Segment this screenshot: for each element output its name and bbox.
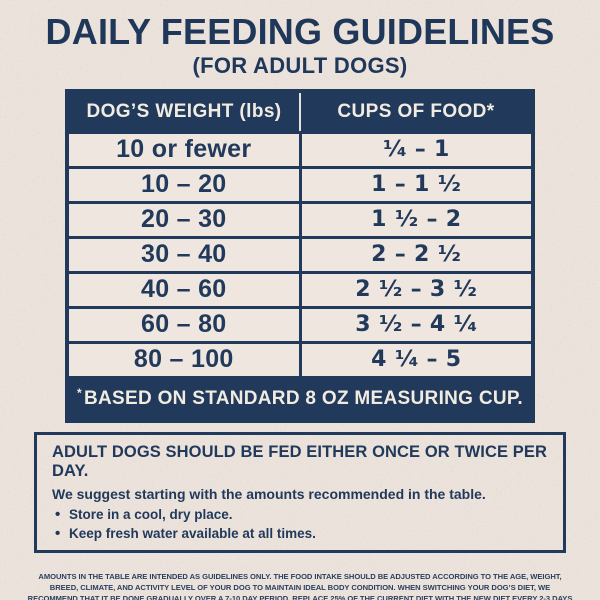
feeding-advice-box: ADULT DOGS SHOULD BE FED EITHER ONCE OR … — [34, 431, 566, 553]
weight-value: 10 or fewer — [69, 133, 302, 166]
cups-value: 1 – 1 ¹⁄₂ — [371, 172, 462, 198]
advice-subheading: We suggest starting with the amounts rec… — [52, 485, 486, 502]
cups-value: 3 ¹⁄₂ – 4 ¹⁄₄ — [355, 312, 478, 338]
weight-value: 40 – 60 — [69, 273, 302, 306]
page-subtitle: (FOR ADULT DOGS) — [192, 52, 408, 78]
feeding-guidelines-table: DOG’S WEIGHT (lbs) CUPS OF FOOD* 10 or f… — [65, 88, 535, 423]
cups-value: 1 ¹⁄₂ – 2 — [371, 207, 462, 233]
advice-bullet: Keep fresh water available at all times. — [52, 525, 548, 542]
table-row: 80 – 100 4 ¹⁄₄ – 5 — [69, 340, 531, 376]
cups-value: 2 ¹⁄₂ – 3 ¹⁄₂ — [355, 277, 478, 303]
fine-print-disclaimer: AMOUNTS IN THE TABLE ARE INTENDED AS GUI… — [27, 571, 573, 600]
panel-content: DAILY FEEDING GUIDELINES (FOR ADULT DOGS… — [0, 11, 600, 600]
weight-value: 20 – 30 — [69, 203, 302, 236]
weight-value: 60 – 80 — [69, 308, 302, 341]
cups-value: ¹⁄₄ – 1 — [382, 137, 450, 163]
table-header-row: DOG’S WEIGHT (lbs) CUPS OF FOOD* — [69, 92, 531, 131]
weight-value: 30 – 40 — [69, 238, 302, 271]
table-row: 20 – 30 1 ¹⁄₂ – 2 — [69, 200, 531, 236]
weight-value: 10 – 20 — [69, 168, 302, 201]
table-row: 40 – 60 2 ¹⁄₂ – 3 ¹⁄₂ — [69, 270, 531, 306]
cups-value: 4 ¹⁄₄ – 5 — [371, 347, 462, 373]
advice-bullet: Store in a cool, dry place. — [52, 506, 548, 523]
page-title: DAILY FEEDING GUIDELINES — [45, 11, 555, 52]
advice-bullet-list: Store in a cool, dry place. Keep fresh w… — [52, 506, 548, 542]
table-row: 30 – 40 2 – 2 ¹⁄₂ — [69, 235, 531, 271]
table-row: 60 – 80 3 ¹⁄₂ – 4 ¹⁄₄ — [69, 305, 531, 341]
column-header-weight: DOG’S WEIGHT (lbs) — [69, 92, 301, 131]
footnote-asterisk: * — [77, 385, 82, 400]
table-footnote-bar: * BASED ON STANDARD 8 OZ MEASURING CUP. — [69, 375, 531, 419]
table-row: 10 – 20 1 – 1 ¹⁄₂ — [69, 165, 531, 201]
footnote-text: BASED ON STANDARD 8 OZ MEASURING CUP. — [83, 387, 523, 409]
weight-value: 80 – 100 — [69, 343, 302, 376]
advice-heading: ADULT DOGS SHOULD BE FED EITHER ONCE OR … — [52, 442, 548, 480]
table-row: 10 or fewer ¹⁄₄ – 1 — [69, 130, 531, 166]
column-header-cups: CUPS OF FOOD* — [337, 100, 495, 122]
cups-value: 2 – 2 ¹⁄₂ — [371, 242, 462, 268]
